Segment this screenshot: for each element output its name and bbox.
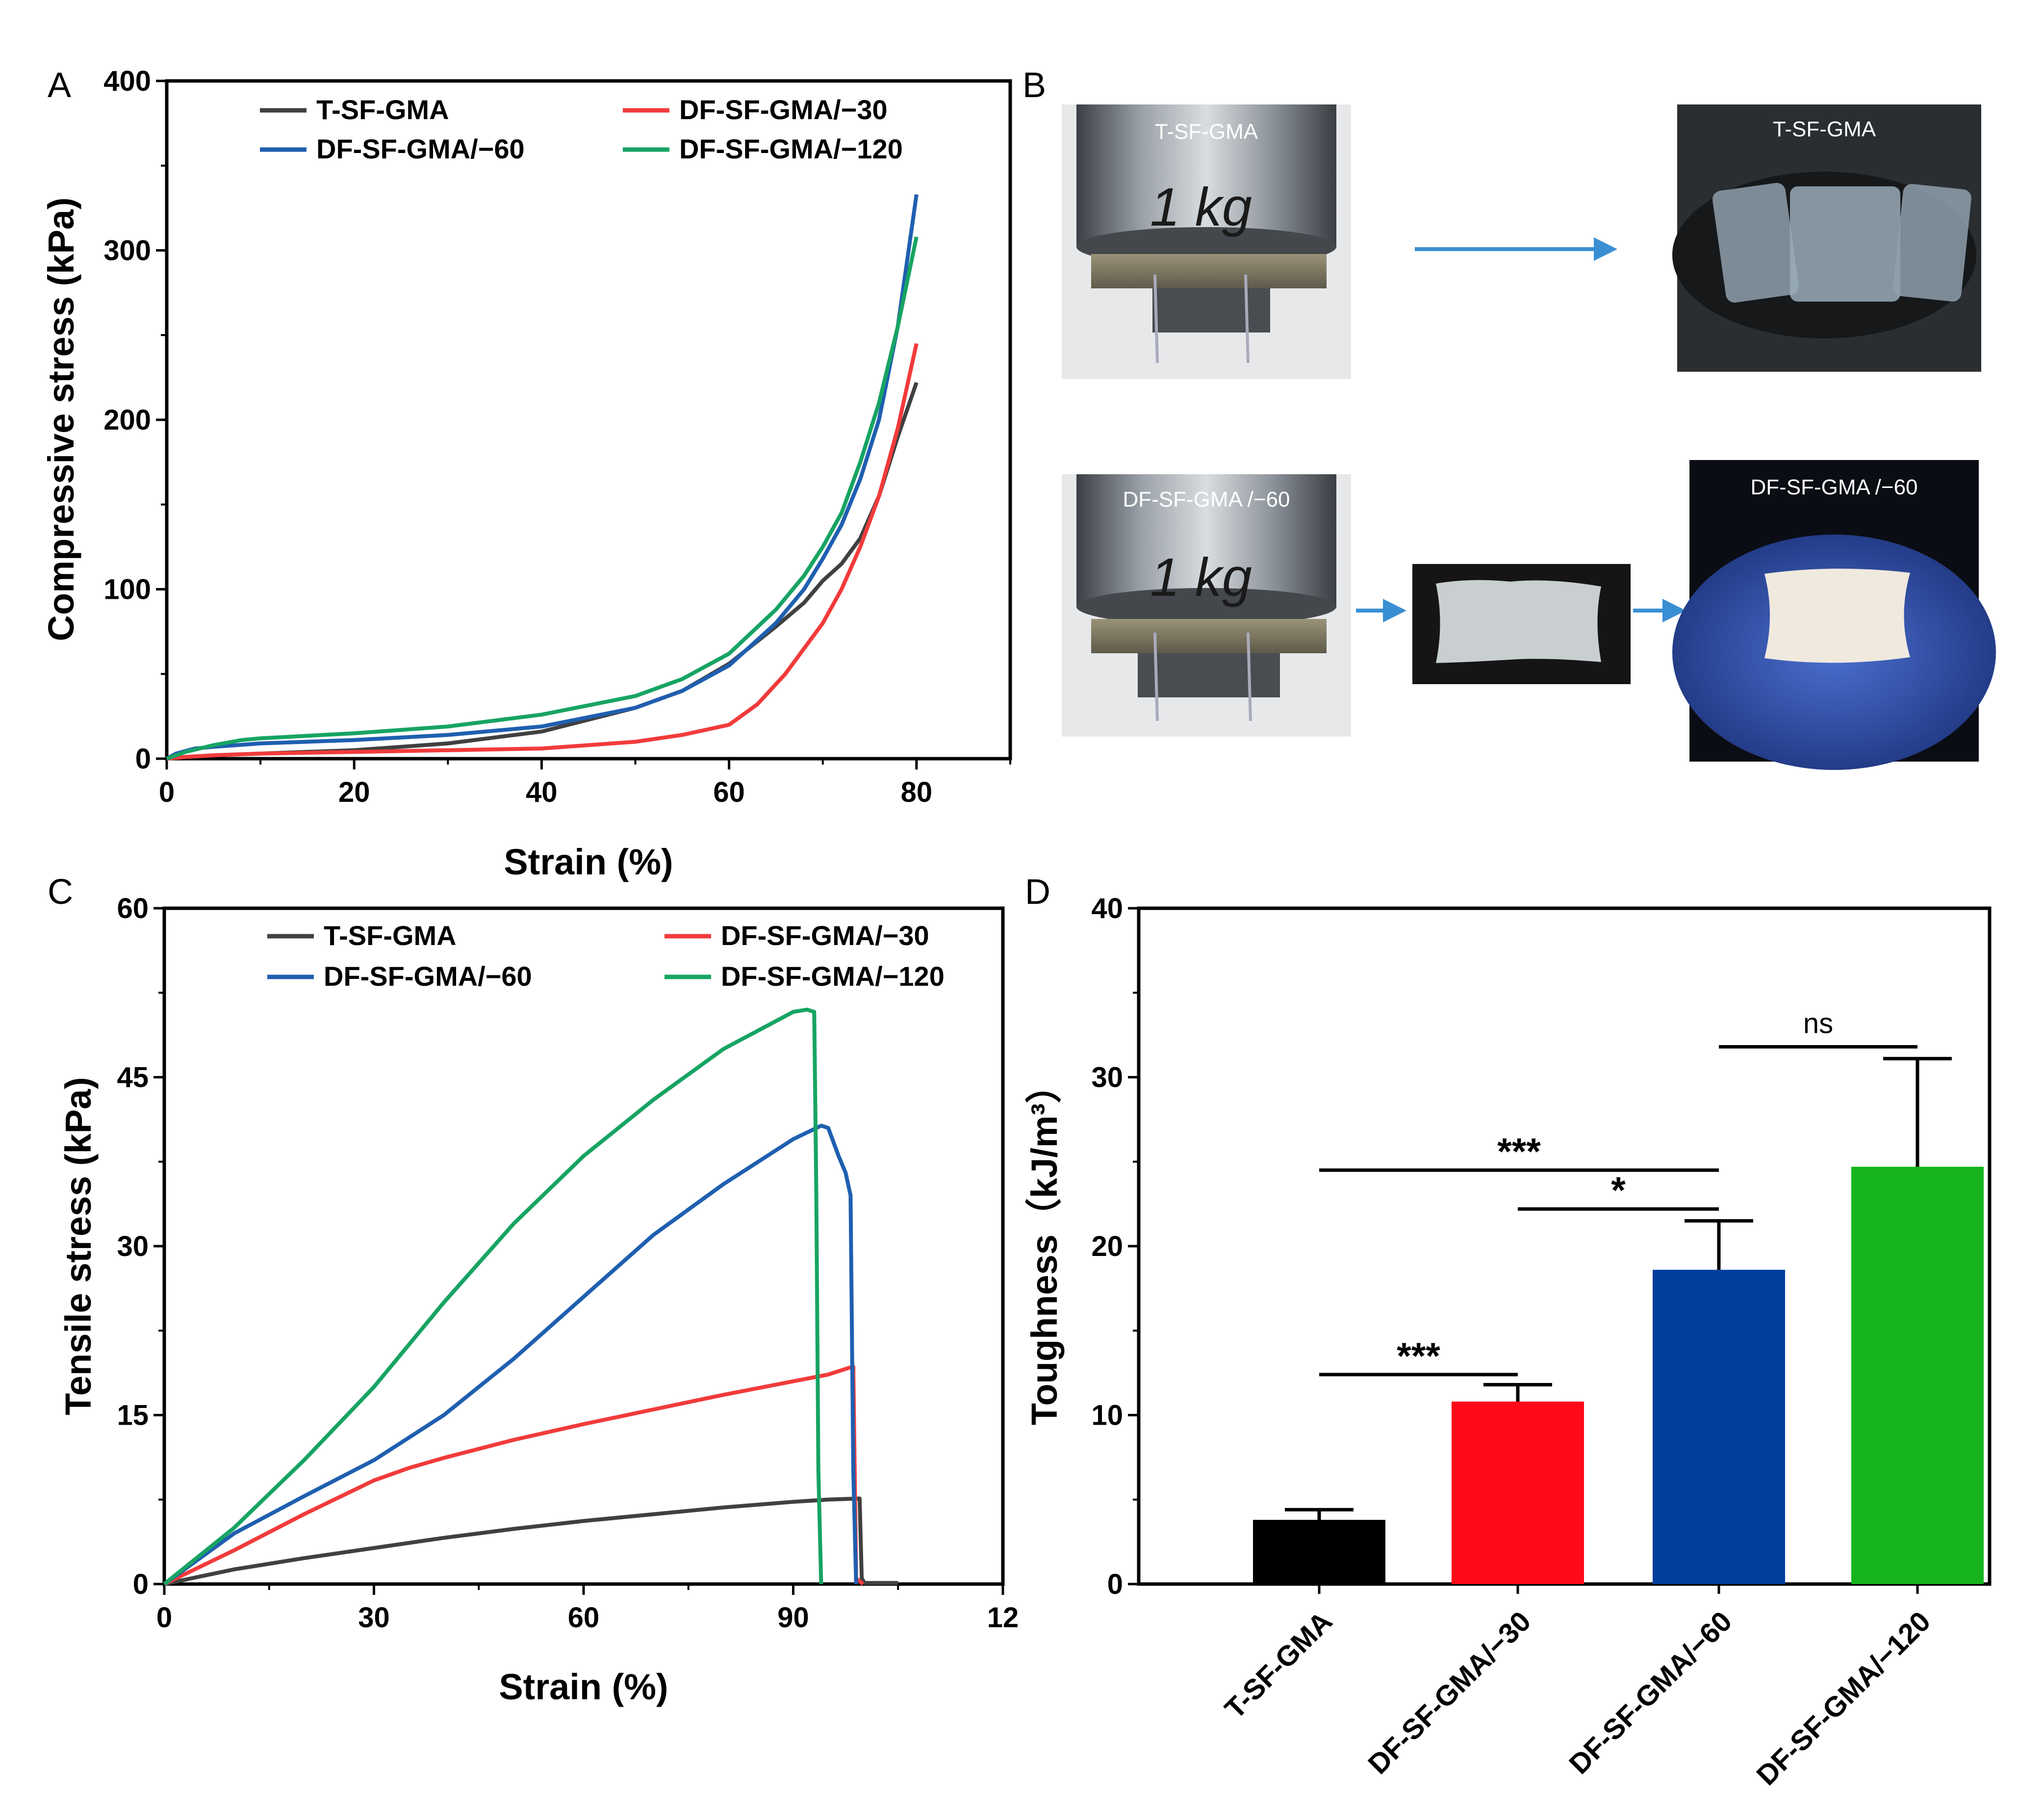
chart-c-xlabel: Strain (%) [499, 1666, 668, 1707]
chart-c-ytick-label: 45 [117, 1062, 149, 1094]
chart-d-bar-df-sf-gma-30 [1452, 1401, 1584, 1584]
chart-c-series-df-sf-gma-120 [163, 1007, 823, 1586]
chart-a-ytick-label: 100 [103, 574, 151, 606]
chart-d-significance-label: ns [1803, 1007, 1833, 1039]
chart-c-ylabel: Tensile stress (kPa) [58, 1077, 99, 1415]
chart-a-legend-label-df-sf-gma-60: DF-SF-GMA/−60 [316, 133, 525, 164]
photo-df-sf-gma-60-recovered [1412, 564, 1631, 684]
chart-d-significance-label: * [1611, 1170, 1626, 1211]
panel-label-b: B [1022, 66, 1046, 105]
chart-d-ytick-label: 40 [1091, 893, 1123, 924]
chart-a-xtick-label: 0 [159, 776, 175, 808]
chart-c-frame [162, 906, 1005, 1586]
panel-label-d: D [1025, 872, 1050, 912]
chart-c-legend-label-df-sf-gma-60: DF-SF-GMA/−60 [324, 961, 532, 992]
chart-a-legend-label-t-sf-gma: T-SF-GMA [316, 94, 449, 125]
chart-a-ytick-label: 400 [103, 65, 151, 97]
chart-a-ytick-label: 0 [135, 743, 151, 775]
panel-label-c: C [48, 872, 73, 912]
chart-c-ytick-label: 15 [117, 1400, 149, 1432]
chart-d-ytick-label: 0 [1107, 1568, 1123, 1600]
chart-d-bar-df-sf-gma-60 [1653, 1270, 1785, 1584]
chart-a-legend: T-SF-GMA DF-SF-GMA/−30 DF-SF-GMA/−60 DF-SF-… [260, 94, 903, 164]
chart-c-series-df-sf-gma-60 [163, 1124, 858, 1586]
chart-a-ytick-label: 300 [103, 235, 151, 267]
chart-c-series-t-sf-gma [164, 1496, 898, 1586]
chart-a-legend-label-df-sf-gma-120: DF-SF-GMA/−120 [679, 133, 903, 164]
chart-c-ytick-label: 60 [117, 893, 149, 924]
photo-label-top-right: T-SF-GMA [1773, 117, 1876, 141]
photo-panel: 1 kg T-SF-GMA T-SF-GMA 1 kg DF-SF-GMA /−… [1062, 104, 1996, 770]
chart-a-frame [165, 79, 1012, 761]
chart-a-series-df-sf-gma-60 [166, 194, 919, 761]
chart-c-legend-label-df-sf-gma-30: DF-SF-GMA/−30 [721, 920, 929, 951]
chart-c-legend: T-SF-GMA DF-SF-GMA/−30 DF-SF-GMA/−60 DF-SF-… [267, 920, 945, 992]
chart-c-ytick-label: 0 [133, 1568, 149, 1600]
photo-label-bottom-left: DF-SF-GMA /−60 [1123, 487, 1290, 512]
chart-d-significance-label: *** [1497, 1131, 1541, 1173]
chart-d-category-label: DF-SF-GMA/−30 [1362, 1605, 1537, 1780]
chart-c-xtick-label: 0 [156, 1602, 172, 1634]
chart-d-ylabel: Toughness（kJ/m³） [1024, 1067, 1065, 1426]
chart-a-xtick-label: 80 [901, 776, 933, 808]
photo-df-sf-gma-60-loaded: 1 kg DF-SF-GMA /−60 [1062, 474, 1351, 737]
chart-c-xtick-label: 90 [777, 1602, 809, 1634]
chart-c-ytick-label: 30 [117, 1230, 149, 1262]
chart-c-legend-label-df-sf-gma-120: DF-SF-GMA/−120 [721, 961, 945, 992]
chart-a-xtick-label: 40 [526, 776, 558, 808]
chart-c-legend-label-t-sf-gma: T-SF-GMA [324, 920, 457, 951]
chart-a-ylabel: Compressive stress (kPa) [41, 198, 81, 641]
chart-c-series-df-sf-gma-30 [163, 1364, 865, 1586]
chart-a-ytick-label: 200 [103, 404, 151, 436]
chart-d-bar-df-sf-gma-120 [1851, 1167, 1984, 1584]
chart-c-xtick-label: 12 [987, 1602, 1019, 1634]
chart-c-xtick-label: 60 [568, 1602, 600, 1634]
weight-label-top: 1 kg [1150, 177, 1252, 237]
photo-t-sf-gma-loaded: 1 kg T-SF-GMA [1062, 104, 1351, 379]
chart-a-xlabel: Strain (%) [504, 842, 673, 882]
chart-d-category-label: T-SF-GMA [1219, 1605, 1338, 1725]
chart-d-category-label: DF-SF-GMA/−60 [1563, 1605, 1738, 1780]
chart-d-category-label: DF-SF-GMA/−120 [1750, 1605, 1937, 1791]
chart-a-compressive: 0 20 40 60 80 0 100 200 300 400 T-SF-GMA DF-SF-GMA… [41, 65, 1012, 882]
chart-a-series-df-sf-gma-30 [166, 343, 919, 761]
chart-a-xtick-label: 20 [338, 776, 370, 808]
chart-d-bar-t-sf-gma [1253, 1520, 1385, 1584]
chart-a-legend-label-df-sf-gma-30: DF-SF-GMA/−30 [679, 94, 888, 125]
chart-c-xtick-label: 30 [358, 1602, 390, 1634]
photo-label-bottom-right: DF-SF-GMA /−60 [1750, 475, 1917, 499]
chart-a-xtick-label: 60 [713, 776, 745, 808]
chart-d-ytick-label: 10 [1091, 1400, 1123, 1432]
chart-d-significance-label: *** [1397, 1335, 1440, 1377]
chart-d-ytick-label: 20 [1091, 1230, 1123, 1262]
photo-label-top-left: T-SF-GMA [1155, 120, 1258, 144]
chart-a-series-t-sf-gma [166, 382, 919, 761]
chart-a-series-df-sf-gma-120 [166, 236, 919, 761]
chart-d-ytick-label: 30 [1091, 1062, 1123, 1094]
photo-t-sf-gma-broken: T-SF-GMA [1672, 104, 1981, 372]
photo-df-sf-gma-60-in-hand: DF-SF-GMA /−60 [1672, 460, 1996, 770]
panel-label-a: A [48, 66, 71, 105]
weight-label-bottom: 1 kg [1150, 547, 1252, 608]
